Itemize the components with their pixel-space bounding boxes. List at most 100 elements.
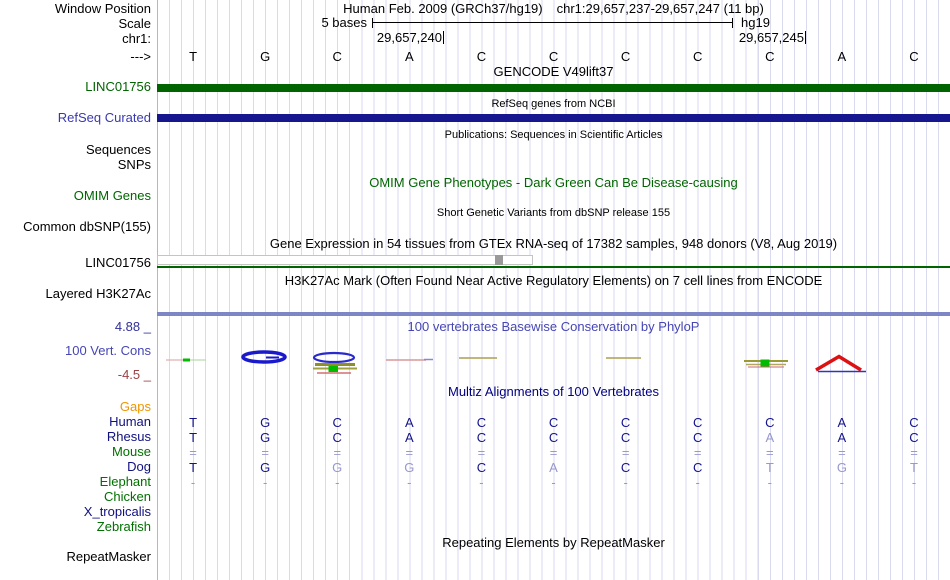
species-label-zebrafish[interactable]: Zebrafish (96, 519, 151, 534)
track-label-gtex-linc01756[interactable]: LINC01756 (85, 255, 151, 270)
alignment-base: C (620, 415, 631, 430)
alignment-base: A (549, 460, 558, 475)
alignment-base: C (693, 460, 703, 475)
alignment-base: C (548, 430, 559, 445)
alignment-base: A (765, 430, 775, 445)
refseq-gene-bar[interactable] (157, 114, 950, 122)
track-title-gencode[interactable]: GENCODE V49lift37 (493, 64, 614, 79)
alignment-base: C (909, 430, 919, 445)
alignment-row-chicken[interactable] (157, 490, 950, 505)
base-letter: G (260, 49, 271, 64)
species-label-x_tropicalis[interactable]: X_tropicalis (83, 504, 151, 519)
alignment-base: C (548, 415, 559, 430)
alignment-base: C (332, 415, 342, 430)
alignment-base: G (836, 460, 847, 475)
track-label-linc01756[interactable]: LINC01756 (85, 79, 151, 94)
left-guide-line (157, 0, 158, 580)
alignment-base: C (476, 430, 487, 445)
track-title-multiz[interactable]: Multiz Alignments of 100 Vertebrates (447, 384, 659, 399)
track-label-snps[interactable]: SNPs (117, 157, 151, 172)
alignment-base: = (333, 445, 342, 460)
coordinate-right[interactable]: 29,657,245 (738, 30, 804, 45)
track-title-publications[interactable]: Publications: Sequences in Scientific Ar… (444, 129, 663, 141)
alignment-base: A (404, 415, 414, 430)
species-label-mouse[interactable]: Mouse (111, 444, 151, 459)
track-label-common-dbsnp[interactable]: Common dbSNP(155) (23, 219, 151, 234)
alignment-row-zebrafish[interactable] (157, 520, 950, 535)
alignment-base: G (332, 460, 343, 475)
track-title-dbsnp[interactable]: Short Genetic Variants from dbSNP releas… (436, 207, 671, 219)
coordinate-right-tick (805, 31, 806, 44)
alignment-base: G (404, 460, 415, 475)
alignment-row-gaps[interactable] (157, 400, 950, 415)
alignment-row-mouse[interactable]: = = = = = = = = = = = (157, 445, 950, 460)
position-range: chr1:29,657,237-29,657,247 (11 bp) (556, 1, 764, 16)
gtex-expression-mark (495, 255, 503, 265)
track-title-refseq[interactable]: RefSeq genes from NCBI (491, 98, 616, 110)
window-position-label: Window Position (54, 1, 151, 16)
alignment-base: = (693, 445, 702, 460)
alignment-base: G (260, 430, 271, 445)
gtex-gene-line[interactable] (157, 266, 950, 268)
alignment-row-elephant[interactable]: ----------- (157, 475, 950, 490)
track-label-layered-h3k27ac[interactable]: Layered H3K27Ac (45, 286, 151, 301)
track-title-omim[interactable]: OMIM Gene Phenotypes - Dark Green Can Be… (369, 175, 738, 190)
base-letter: A (404, 49, 414, 64)
alignment-base: G (260, 460, 271, 475)
coordinate-left[interactable]: 29,657,240 (376, 30, 442, 45)
alignment-base: - (551, 475, 556, 490)
alignment-base: A (837, 430, 847, 445)
species-label-chicken[interactable]: Chicken (104, 489, 151, 504)
alignment-base: T (189, 430, 198, 445)
alignment-base: A (837, 415, 847, 430)
base-letter: C (620, 49, 631, 64)
gtex-gene-box[interactable] (157, 255, 533, 265)
strand-arrow[interactable]: ---> (130, 49, 151, 64)
track-title-gtex[interactable]: Gene Expression in 54 tissues from GTEx … (269, 236, 838, 251)
conservation-max-value: 4.88 _ (114, 319, 151, 334)
alignment-base: - (839, 475, 845, 490)
alignment-row-x_tropicalis[interactable] (157, 505, 950, 520)
track-label-sequences[interactable]: Sequences (85, 142, 151, 157)
species-label-gaps[interactable]: Gaps (119, 399, 151, 414)
species-label-elephant[interactable]: Elephant (99, 474, 151, 489)
assembly-title: Human Feb. 2009 (GRCh37/hg19) (343, 1, 543, 16)
species-label-human[interactable]: Human (109, 414, 151, 429)
base-letter: C (548, 49, 559, 64)
conservation-min-value: -4.5 _ (117, 367, 151, 382)
track-label-repeatmasker[interactable]: RepeatMasker (66, 549, 151, 564)
h3k27ac-signal-line[interactable] (157, 312, 950, 316)
track-label-refseq-curated[interactable]: RefSeq Curated (57, 110, 151, 125)
track-label-conservation[interactable]: 100 Vert. Cons (65, 343, 151, 358)
alignment-base: - (911, 475, 917, 490)
species-label-rhesus[interactable]: Rhesus (106, 429, 151, 444)
alignment-base: C (693, 415, 703, 430)
grid-lines (157, 0, 950, 580)
track-title-conservation[interactable]: 100 vertebrates Basewise Conservation by… (407, 319, 700, 334)
alignment-base: = (838, 445, 846, 460)
alignment-base: - (262, 475, 268, 490)
alignment-base: = (549, 445, 558, 460)
alignment-base: = (261, 445, 269, 460)
alignment-base: C (476, 460, 487, 475)
alignment-base: C (765, 415, 775, 430)
alignment-base: - (479, 475, 484, 490)
alignment-base: C (620, 430, 631, 445)
track-title-repeatmasker[interactable]: Repeating Elements by RepeatMasker (442, 535, 665, 550)
alignment-base: = (477, 445, 486, 460)
scale-value: 5 bases (321, 15, 367, 30)
alignment-base: - (335, 475, 340, 490)
species-label-dog[interactable]: Dog (127, 459, 151, 474)
alignment-base: = (621, 445, 630, 460)
base-letter: C (693, 49, 703, 64)
scale-bar (372, 22, 733, 23)
alignment-base: T (189, 415, 198, 430)
track-title-h3k27ac[interactable]: H3K27Ac Mark (Often Found Near Active Re… (284, 273, 823, 288)
gencode-gene-bar[interactable] (157, 84, 950, 92)
track-label-omim-genes[interactable]: OMIM Genes (73, 188, 151, 203)
